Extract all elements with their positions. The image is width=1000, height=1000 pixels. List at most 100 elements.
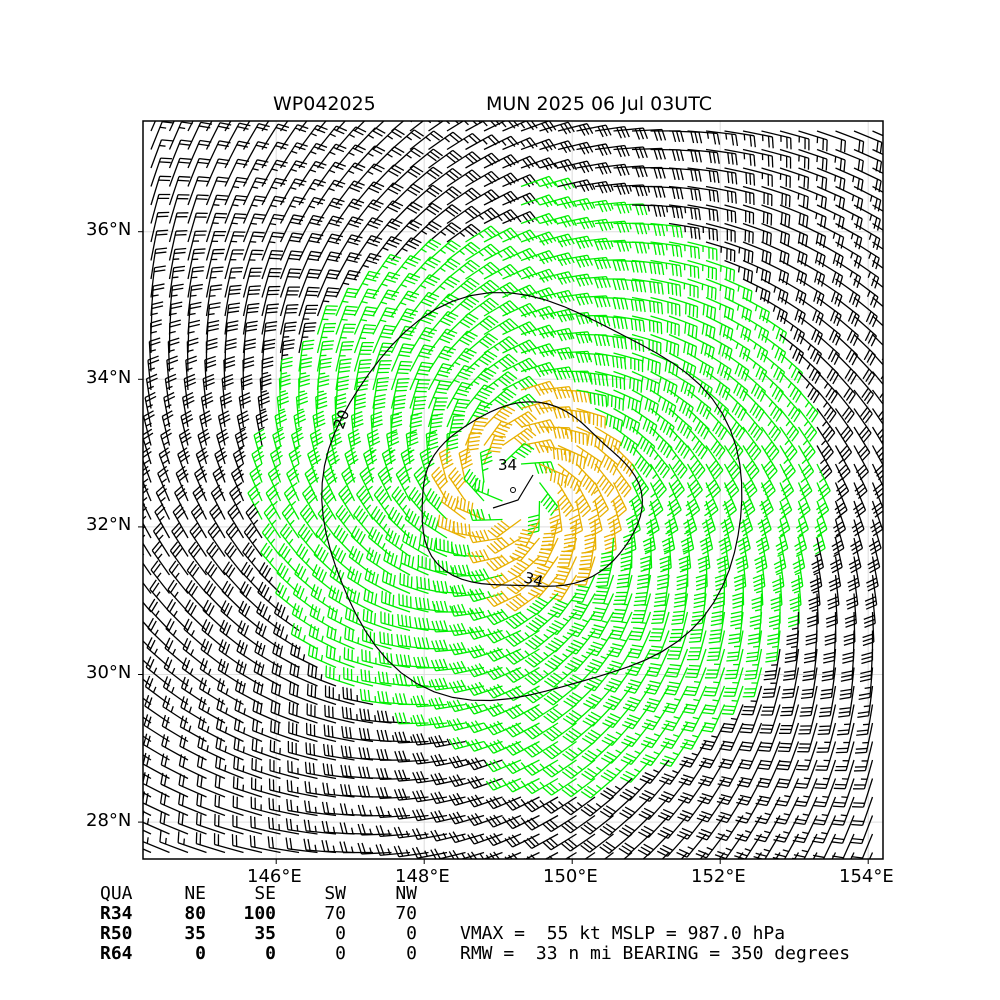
wind-barb	[205, 212, 228, 243]
wind-barb	[613, 389, 642, 414]
wind-barb	[182, 638, 207, 669]
wind-barb	[742, 278, 771, 304]
wind-barb	[150, 121, 157, 132]
wind-barb	[268, 778, 300, 798]
wind-barb	[668, 167, 702, 182]
wind-barb	[321, 801, 355, 817]
wind-barb	[207, 522, 226, 557]
wind-barb	[150, 560, 171, 594]
wind-barb	[808, 574, 821, 610]
wind-barb	[378, 651, 411, 669]
wind-barb	[448, 641, 485, 656]
wind-barb	[195, 812, 226, 835]
wind-barb	[835, 371, 856, 404]
wind-barb	[150, 139, 173, 169]
wind-barb	[150, 247, 168, 280]
wind-barb	[502, 137, 538, 151]
wind-barb	[853, 130, 883, 154]
wind-barb	[557, 311, 593, 325]
wind-barb	[154, 503, 171, 539]
wind-barb	[149, 579, 170, 613]
wind-barb	[724, 204, 755, 225]
wind-barb	[653, 574, 670, 607]
wind-barb	[540, 519, 559, 551]
wind-barb	[390, 272, 421, 298]
wind-barb	[168, 319, 181, 354]
wind-barb	[224, 249, 245, 280]
wind-barb	[223, 355, 236, 391]
wind-barb	[687, 130, 721, 145]
wind-barb	[195, 832, 226, 854]
wind-barb	[214, 813, 244, 835]
wind-barb	[802, 648, 818, 682]
wind-barb	[386, 429, 400, 465]
wind-barb	[232, 776, 263, 798]
wind-barb	[430, 734, 466, 748]
wind-barb	[783, 648, 800, 681]
wind-barb	[703, 482, 719, 518]
wind-barb	[338, 485, 356, 520]
wind-barb	[872, 259, 883, 269]
wind-barb	[853, 185, 882, 212]
wind-barb	[724, 389, 747, 421]
wind-barb	[390, 360, 413, 391]
x-tick-label: 152°E	[691, 866, 746, 887]
wind-barb	[811, 537, 825, 574]
wind-barb	[502, 357, 538, 373]
wind-barb	[853, 426, 871, 462]
wind-barb	[387, 506, 411, 539]
wind-barb	[168, 283, 184, 317]
wind-barb	[761, 371, 784, 403]
wind-barb	[809, 556, 823, 592]
wind-barb	[568, 500, 584, 537]
wind-barb	[705, 333, 733, 361]
table-cell: 0	[195, 943, 206, 964]
wind-barb	[594, 463, 615, 497]
wind-barb	[505, 629, 540, 647]
y-tick-label: 32°N	[86, 514, 132, 535]
wind-barb	[668, 370, 696, 399]
wind-barb	[687, 352, 714, 380]
wind-barb	[870, 500, 883, 537]
wind-barb	[687, 426, 708, 460]
wind-barb	[242, 267, 263, 298]
wind-barb	[381, 570, 411, 595]
wind-barb	[192, 484, 208, 520]
wind-barb	[816, 148, 846, 172]
wind-barb	[779, 371, 802, 403]
wind-barb	[167, 337, 180, 372]
wind-barb	[685, 482, 701, 518]
wind-barb	[502, 375, 538, 391]
wind-barb	[279, 321, 297, 354]
wind-barb	[279, 250, 303, 280]
wind-barb	[661, 519, 676, 555]
wind-barb	[687, 408, 710, 440]
wind-barb	[446, 151, 482, 169]
wind-barb	[227, 503, 245, 539]
wind-barb	[779, 185, 809, 209]
wind-barb	[391, 129, 425, 150]
wind-barb	[720, 704, 744, 734]
wind-barb	[446, 330, 478, 354]
wind-barb	[642, 852, 651, 859]
wind-barb	[335, 287, 360, 317]
wind-barb	[279, 268, 302, 298]
wind-barb	[205, 230, 226, 261]
wind-barb	[427, 363, 455, 391]
wind-barb	[171, 522, 189, 557]
wind-barb	[779, 259, 808, 286]
wind-barb	[580, 778, 614, 799]
wind-barb	[275, 582, 300, 613]
wind-barb	[520, 194, 557, 208]
wind-barb	[210, 484, 226, 520]
wind-barb	[703, 667, 726, 697]
wind-barb	[143, 503, 152, 539]
wind-barb	[381, 447, 396, 483]
wind-barb	[187, 319, 201, 354]
y-tick-label: 30°N	[86, 662, 132, 683]
wind-barb	[239, 581, 263, 613]
wind-barb	[279, 523, 300, 557]
wind-barb	[409, 309, 439, 335]
wind-barb	[390, 394, 407, 428]
wind-barb	[465, 225, 500, 243]
